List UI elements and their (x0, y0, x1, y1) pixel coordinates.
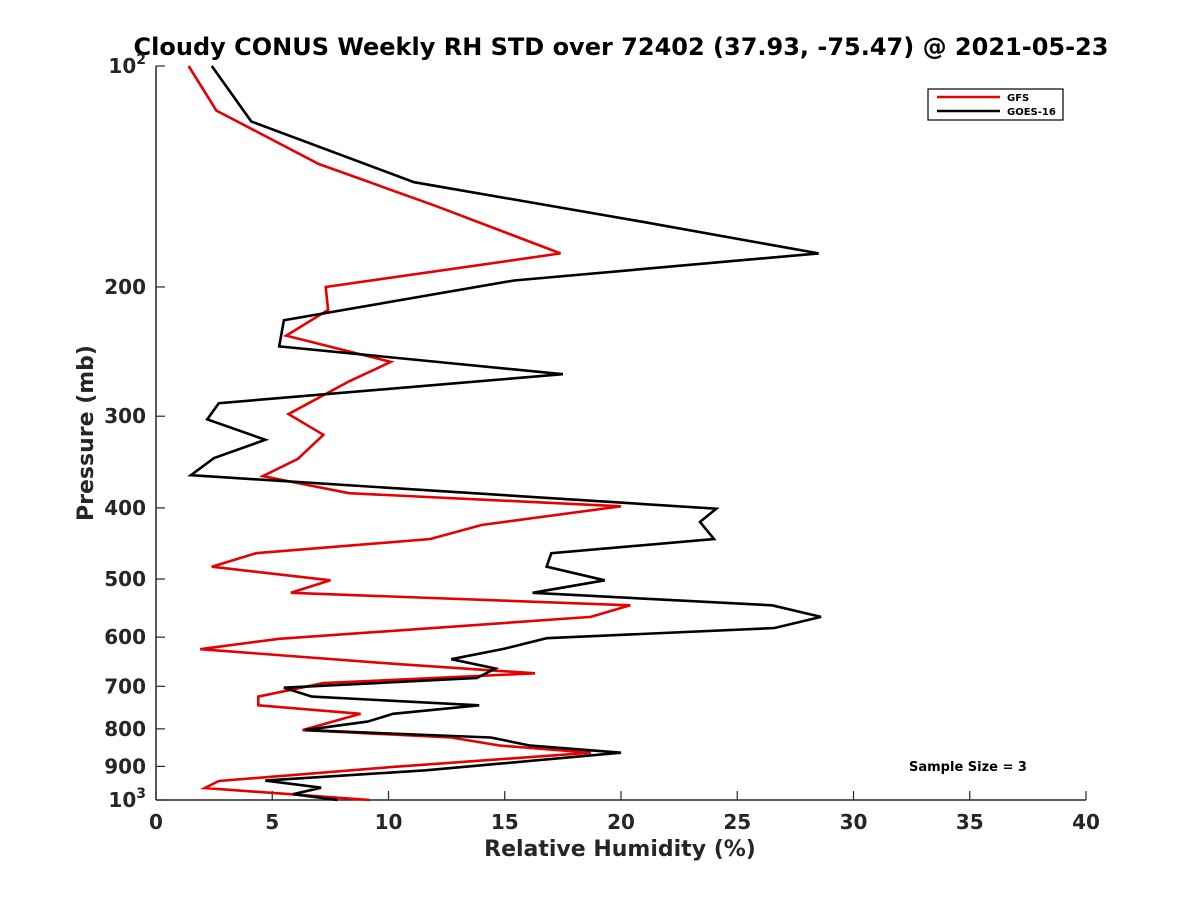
y-tick-label: 400 (104, 496, 146, 520)
chart-title: Cloudy CONUS Weekly RH STD over 72402 (3… (134, 33, 1109, 61)
y-tick-label: 200 (104, 275, 146, 299)
legend-label-gfs: GFS (1007, 93, 1029, 104)
y-tick-label: 103 (108, 786, 146, 812)
y-tick-label: 500 (104, 567, 146, 591)
plot-lines (187, 65, 822, 802)
x-tick-label: 15 (491, 810, 519, 834)
y-axis-label: Pressure (mb) (74, 345, 99, 521)
y-tick-label: 700 (104, 674, 146, 698)
x-axis-label: Relative Humidity (%) (484, 837, 756, 862)
y-tick-label: 900 (104, 754, 146, 778)
legend-box (927, 88, 1064, 121)
y-tick-label: 800 (104, 717, 146, 741)
x-tick-label: 10 (375, 810, 403, 834)
x-tick-label: 30 (840, 810, 868, 834)
y-tick-label: 102 (108, 52, 146, 78)
series-line-goes-16 (187, 65, 822, 802)
x-tick-label: 20 (607, 810, 635, 834)
x-tick-label: 35 (956, 810, 984, 834)
y-tick-label: 300 (104, 404, 146, 428)
x-tick-label: 25 (723, 810, 751, 834)
legend-label-goes-16: GOES-16 (1007, 107, 1056, 118)
sample-size-annotation: Sample Size = 3 (909, 760, 1027, 775)
x-tick-label: 40 (1072, 810, 1100, 834)
legend: GFS GOES-16 (927, 88, 1064, 121)
y-tick-label: 600 (104, 625, 146, 649)
x-tick-label: 0 (149, 810, 163, 834)
plot-axes: 0 5 10 15 20 25 30 35 40 102 200 300 400 500 600 700 800… (104, 52, 1100, 834)
x-tick-label: 5 (265, 810, 279, 834)
